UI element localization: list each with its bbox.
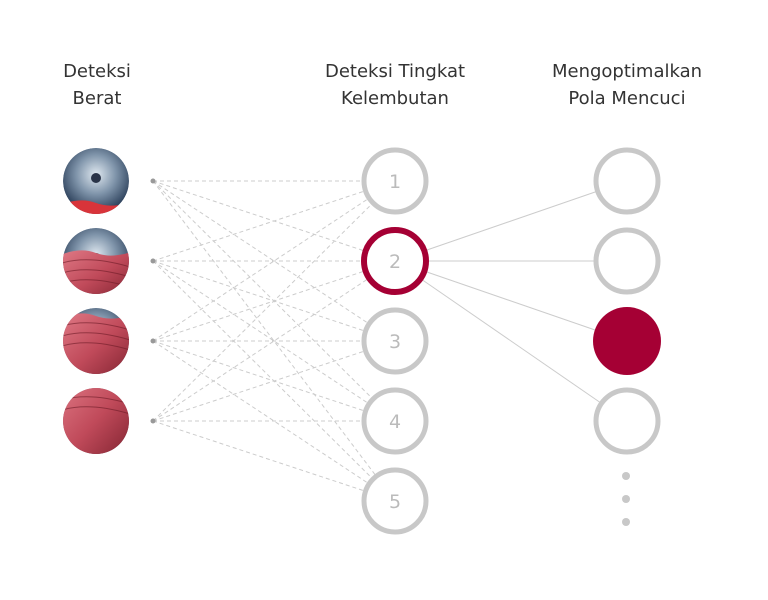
weight-image-load-full [63, 388, 129, 454]
header-softness-detection: Deteksi Tingkat Kelembutan [324, 61, 466, 109]
connector-dashed [152, 340, 368, 484]
connector-dashed [152, 190, 364, 262]
connector-dashed [152, 180, 376, 475]
cloth-fold [63, 332, 129, 341]
drum-center [91, 173, 101, 183]
weight-image-load-medium [63, 228, 129, 294]
connector-solid [426, 271, 596, 331]
connector-dashed [152, 203, 372, 422]
softness-level-4 [361, 387, 429, 455]
header-optimize-pattern: Mengoptimalkan Pola Mencuci [551, 61, 703, 109]
wash-pattern [593, 227, 661, 295]
connector-dashed [152, 180, 368, 324]
connector-dashed [152, 180, 372, 399]
connector-dashed [152, 340, 364, 412]
connector-dashed [152, 260, 372, 479]
wash-pattern-selected [593, 307, 661, 375]
weight-dot [150, 418, 156, 424]
softness-level-label: 5 [389, 491, 401, 513]
softness-level-1 [361, 147, 429, 215]
softness-level-label: 2 [389, 251, 401, 273]
weight-image-load-light [63, 148, 129, 214]
connector-solid [426, 191, 596, 251]
header-weight-detection: Deteksi Berat [63, 61, 131, 109]
more-ellipsis-dot [622, 472, 630, 480]
softness-level-5 [361, 467, 429, 535]
cloth-fold [63, 342, 129, 351]
more-ellipsis-dot [622, 518, 630, 526]
cloth-fold [63, 322, 129, 331]
laundry-cloth-icon [63, 200, 129, 214]
connector-dashed [152, 260, 368, 404]
connector-dashed [152, 420, 364, 492]
weight-image-load-heavy [63, 308, 129, 374]
connector-dashed [152, 270, 364, 342]
weight-dot [150, 338, 156, 344]
softness-level-label: 1 [389, 171, 401, 193]
weight-dot [150, 178, 156, 184]
cloth-fold [63, 259, 129, 268]
softness-level-label: 4 [389, 411, 401, 433]
connector-dashed [152, 278, 368, 422]
softness-level-3 [361, 307, 429, 375]
connector-dashed [152, 260, 364, 332]
laundry-cloth-icon [63, 250, 129, 294]
connector-dashed [152, 180, 364, 252]
softness-level-label: 3 [389, 331, 401, 353]
connector-solid [421, 279, 601, 403]
wash-pattern [593, 147, 661, 215]
cloth-fold [63, 406, 129, 415]
more-ellipsis-dot [622, 495, 630, 503]
cloth-fold [63, 269, 129, 278]
connector-dashed [152, 350, 364, 422]
softness-level-2 [361, 227, 429, 295]
laundry-cloth-icon [63, 388, 129, 454]
wash-pattern [593, 387, 661, 455]
laundry-cloth-icon [63, 313, 129, 374]
weight-dot [150, 258, 156, 264]
connector-dashed [152, 198, 368, 342]
